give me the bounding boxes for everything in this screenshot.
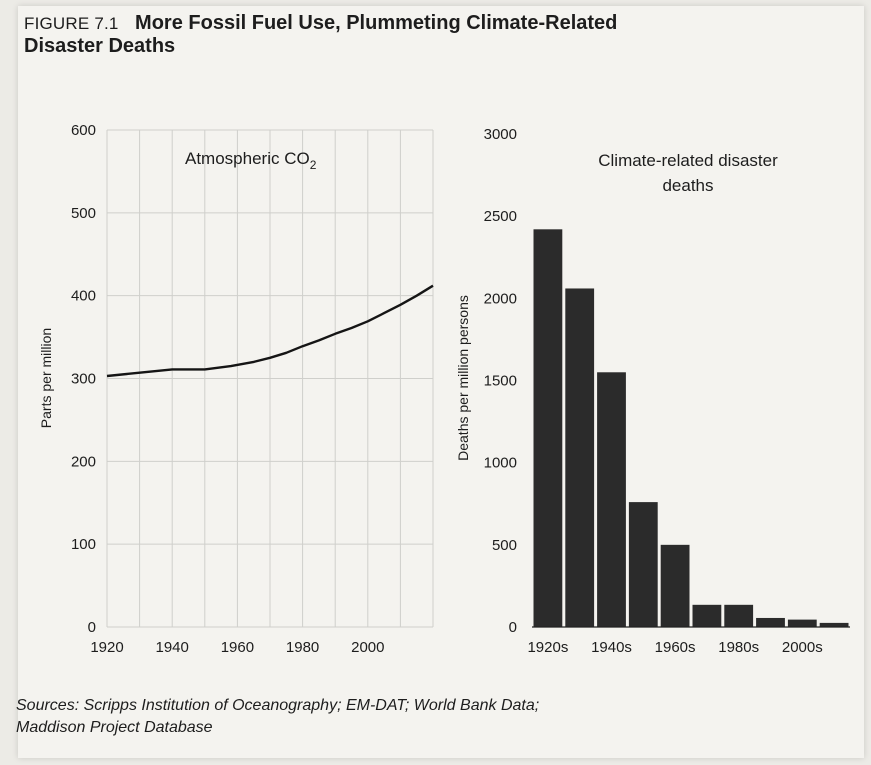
co2-x-tick-label: 1940	[156, 639, 189, 656]
deaths-x-tick-label: 1920s	[527, 639, 568, 656]
deaths-y-tick-label: 2500	[484, 208, 517, 225]
co2-chart-title: Atmospheric CO2	[185, 149, 317, 172]
figure-title-line2: Disaster Deaths	[24, 35, 176, 57]
co2-series-line	[106, 284, 434, 378]
co2-y-tick-label: 500	[71, 205, 96, 222]
co2-y-tick-label: 0	[88, 619, 96, 636]
co2-chart-title-subscript: 2	[310, 158, 317, 172]
deaths-y-tick-label: 1000	[484, 455, 517, 472]
sources-line2: Maddison Project Database	[16, 719, 213, 736]
figure-title-line1: More Fossil Fuel Use, Plummeting Climate…	[135, 12, 618, 34]
deaths-chart-title-line2: deaths	[662, 176, 713, 195]
deaths-bar-1920s	[533, 229, 563, 627]
deaths-bar-2000s	[787, 619, 817, 627]
deaths-y-axis-label: Deaths per million persons	[455, 295, 471, 461]
co2-y-axis-label: Parts per million	[38, 328, 54, 428]
deaths-bar-1950s	[628, 502, 658, 627]
deaths-bar-1940s	[597, 372, 626, 627]
deaths-bar-1970s	[692, 604, 722, 627]
deaths-x-tick-label: 1960s	[655, 639, 696, 656]
deaths-bar-1960s	[660, 544, 690, 627]
figure-header: FIGURE 7.1 More Fossil Fuel Use, Plummet…	[24, 12, 824, 58]
sources-line1: Sources: Scripps Institution of Oceanogr…	[16, 697, 540, 714]
deaths-y-tick-label: 3000	[484, 126, 517, 143]
co2-x-tick-label: 2000	[351, 639, 384, 656]
deaths-bar-1990s	[756, 617, 785, 627]
deaths-y-tick-label: 500	[492, 537, 517, 554]
deaths-y-tick-label: 2000	[484, 290, 517, 307]
deaths-bar-1980s	[724, 604, 754, 627]
co2-y-tick-label: 600	[71, 122, 96, 139]
deaths-y-tick-label: 0	[509, 619, 517, 636]
co2-x-tick-label: 1920	[90, 639, 123, 656]
deaths-bar-2010s	[819, 622, 849, 627]
deaths-chart-title-line1: Climate-related disaster	[598, 151, 778, 170]
deaths-y-tick-label: 1500	[484, 373, 517, 390]
book-page	[18, 6, 864, 758]
co2-y-tick-label: 200	[71, 453, 96, 470]
sources-note: Sources: Scripps Institution of Oceanogr…	[16, 695, 716, 739]
deaths-x-tick-label: 1980s	[718, 639, 759, 656]
co2-y-tick-label: 300	[71, 371, 96, 388]
co2-x-tick-label: 1960	[221, 639, 254, 656]
deaths-x-tick-label: 1940s	[591, 639, 632, 656]
figure-label: FIGURE 7.1	[24, 14, 119, 33]
deaths-x-tick-label: 2000s	[782, 639, 823, 656]
co2-y-tick-label: 400	[71, 288, 96, 305]
co2-y-tick-label: 100	[71, 536, 96, 553]
deaths-bar-1930s	[565, 288, 595, 627]
co2-x-tick-label: 1980	[286, 639, 319, 656]
